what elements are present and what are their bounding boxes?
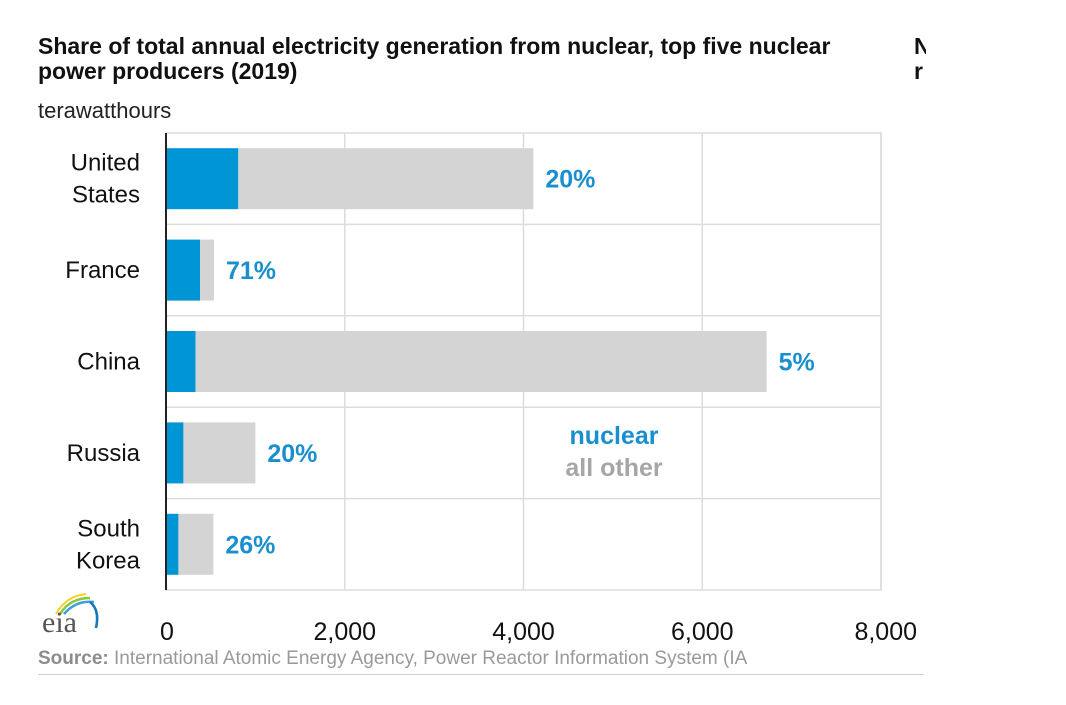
category-label: Russia <box>67 440 141 467</box>
category-labels: United States France China Russia South Korea <box>65 150 140 575</box>
bar-all-other <box>238 148 534 210</box>
adjacent-chart-title-fragment: N r <box>914 34 926 84</box>
data-labels: 20% 71% 5% 20% 26% <box>225 166 814 560</box>
bar-all-other <box>195 331 767 392</box>
x-tick-label: 8,000 <box>854 618 917 646</box>
bar-nuclear <box>166 331 196 392</box>
category-label-line: China <box>77 349 140 376</box>
legend-all-other: all other <box>565 454 663 482</box>
bar-all-other <box>200 239 214 301</box>
source-note: Source: International Atomic Energy Agen… <box>38 648 924 670</box>
bar-nuclear <box>166 513 179 575</box>
data-label: 20% <box>267 440 317 468</box>
x-tick-labels: 0 2,000 4,000 6,000 8,000 <box>160 618 917 646</box>
bar-all-other <box>178 513 214 575</box>
x-tick-label: 0 <box>160 618 174 646</box>
category-label: France <box>65 257 140 284</box>
data-label: 26% <box>225 531 275 559</box>
bars <box>165 133 767 590</box>
category-label-line: Korea <box>76 547 141 574</box>
category-label: South Korea <box>76 515 141 574</box>
x-tick-label: 2,000 <box>313 618 376 646</box>
adjacent-title-line-1: N <box>914 34 926 59</box>
x-tick-label: 6,000 <box>671 618 734 646</box>
category-label: China <box>77 349 140 376</box>
bar-nuclear <box>166 148 239 210</box>
source-label: Source: <box>38 648 109 669</box>
category-label-line: South <box>77 515 140 542</box>
category-label-line: States <box>72 182 140 209</box>
data-label: 71% <box>226 257 276 285</box>
legend-nuclear: nuclear <box>570 422 659 450</box>
chart-units: terawatthours <box>38 98 172 123</box>
category-label: United States <box>71 150 140 209</box>
source-divider <box>38 674 924 675</box>
chart-title: Share of total annual electricity genera… <box>38 33 831 84</box>
bar-nuclear <box>166 239 201 301</box>
data-label: 20% <box>545 166 595 194</box>
bar-all-other <box>183 422 256 484</box>
eia-logo: eia <box>36 590 108 639</box>
category-label-line: United <box>71 150 140 177</box>
bar-nuclear <box>166 422 184 484</box>
category-label-line: Russia <box>67 440 141 467</box>
data-label: 5% <box>779 349 815 377</box>
legend: nuclear all other <box>565 422 663 482</box>
x-tick-label: 4,000 <box>492 618 555 646</box>
source-text: International Atomic Energy Agency, Powe… <box>108 648 748 669</box>
category-label-line: France <box>65 257 140 284</box>
adjacent-title-line-2: r <box>914 58 923 84</box>
eia-logo-text: eia <box>42 606 77 636</box>
